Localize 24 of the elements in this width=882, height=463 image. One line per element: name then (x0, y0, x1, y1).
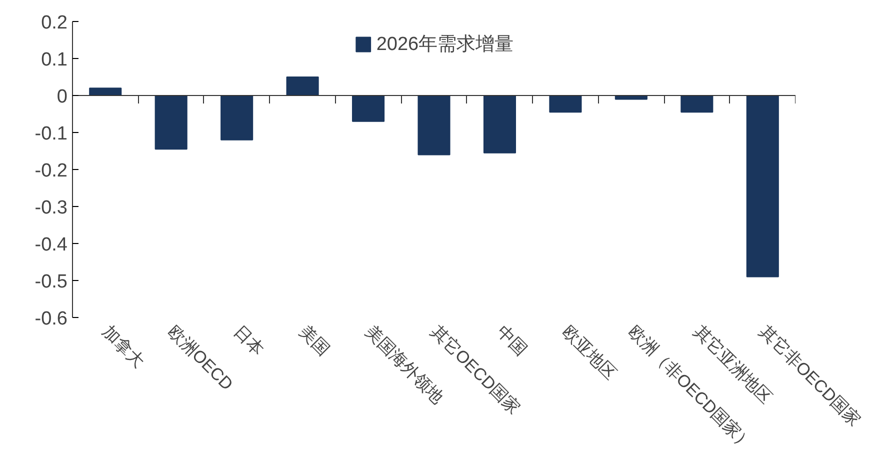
bar (746, 95, 779, 278)
bar (418, 95, 450, 156)
y-tick-label: 0.1 (41, 50, 68, 70)
y-tick-label: -0.5 (34, 272, 68, 292)
bar (220, 95, 254, 140)
bar (154, 95, 188, 150)
bar (286, 76, 319, 96)
legend-label: 2026年需求增量 (376, 33, 514, 57)
y-tick-label: 0 (56, 86, 68, 108)
x-tick-label: 日本 (230, 322, 268, 360)
bar (352, 95, 385, 122)
y-tick-label: 0.2 (41, 12, 68, 34)
y-tick-label: -0.2 (34, 160, 68, 182)
bar (549, 95, 582, 113)
x-tick-label: 美国 (296, 322, 334, 360)
bar (483, 95, 516, 154)
x-tick-label: 加拿大 (98, 322, 148, 372)
x-tick-label: 中国 (493, 322, 530, 360)
y-tick-label: -0.1 (34, 124, 68, 144)
bar (680, 95, 714, 113)
y-tick-label: -0.6 (34, 308, 68, 330)
y-tick-label: -0.3 (34, 198, 68, 218)
y-tick-label: -0.4 (34, 234, 68, 256)
x-tick-label: 欧亚地区 (558, 322, 620, 384)
